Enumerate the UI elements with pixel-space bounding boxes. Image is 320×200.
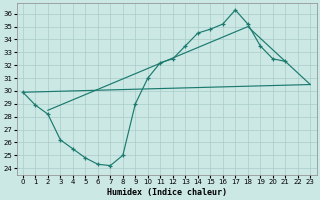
X-axis label: Humidex (Indice chaleur): Humidex (Indice chaleur) xyxy=(107,188,227,197)
